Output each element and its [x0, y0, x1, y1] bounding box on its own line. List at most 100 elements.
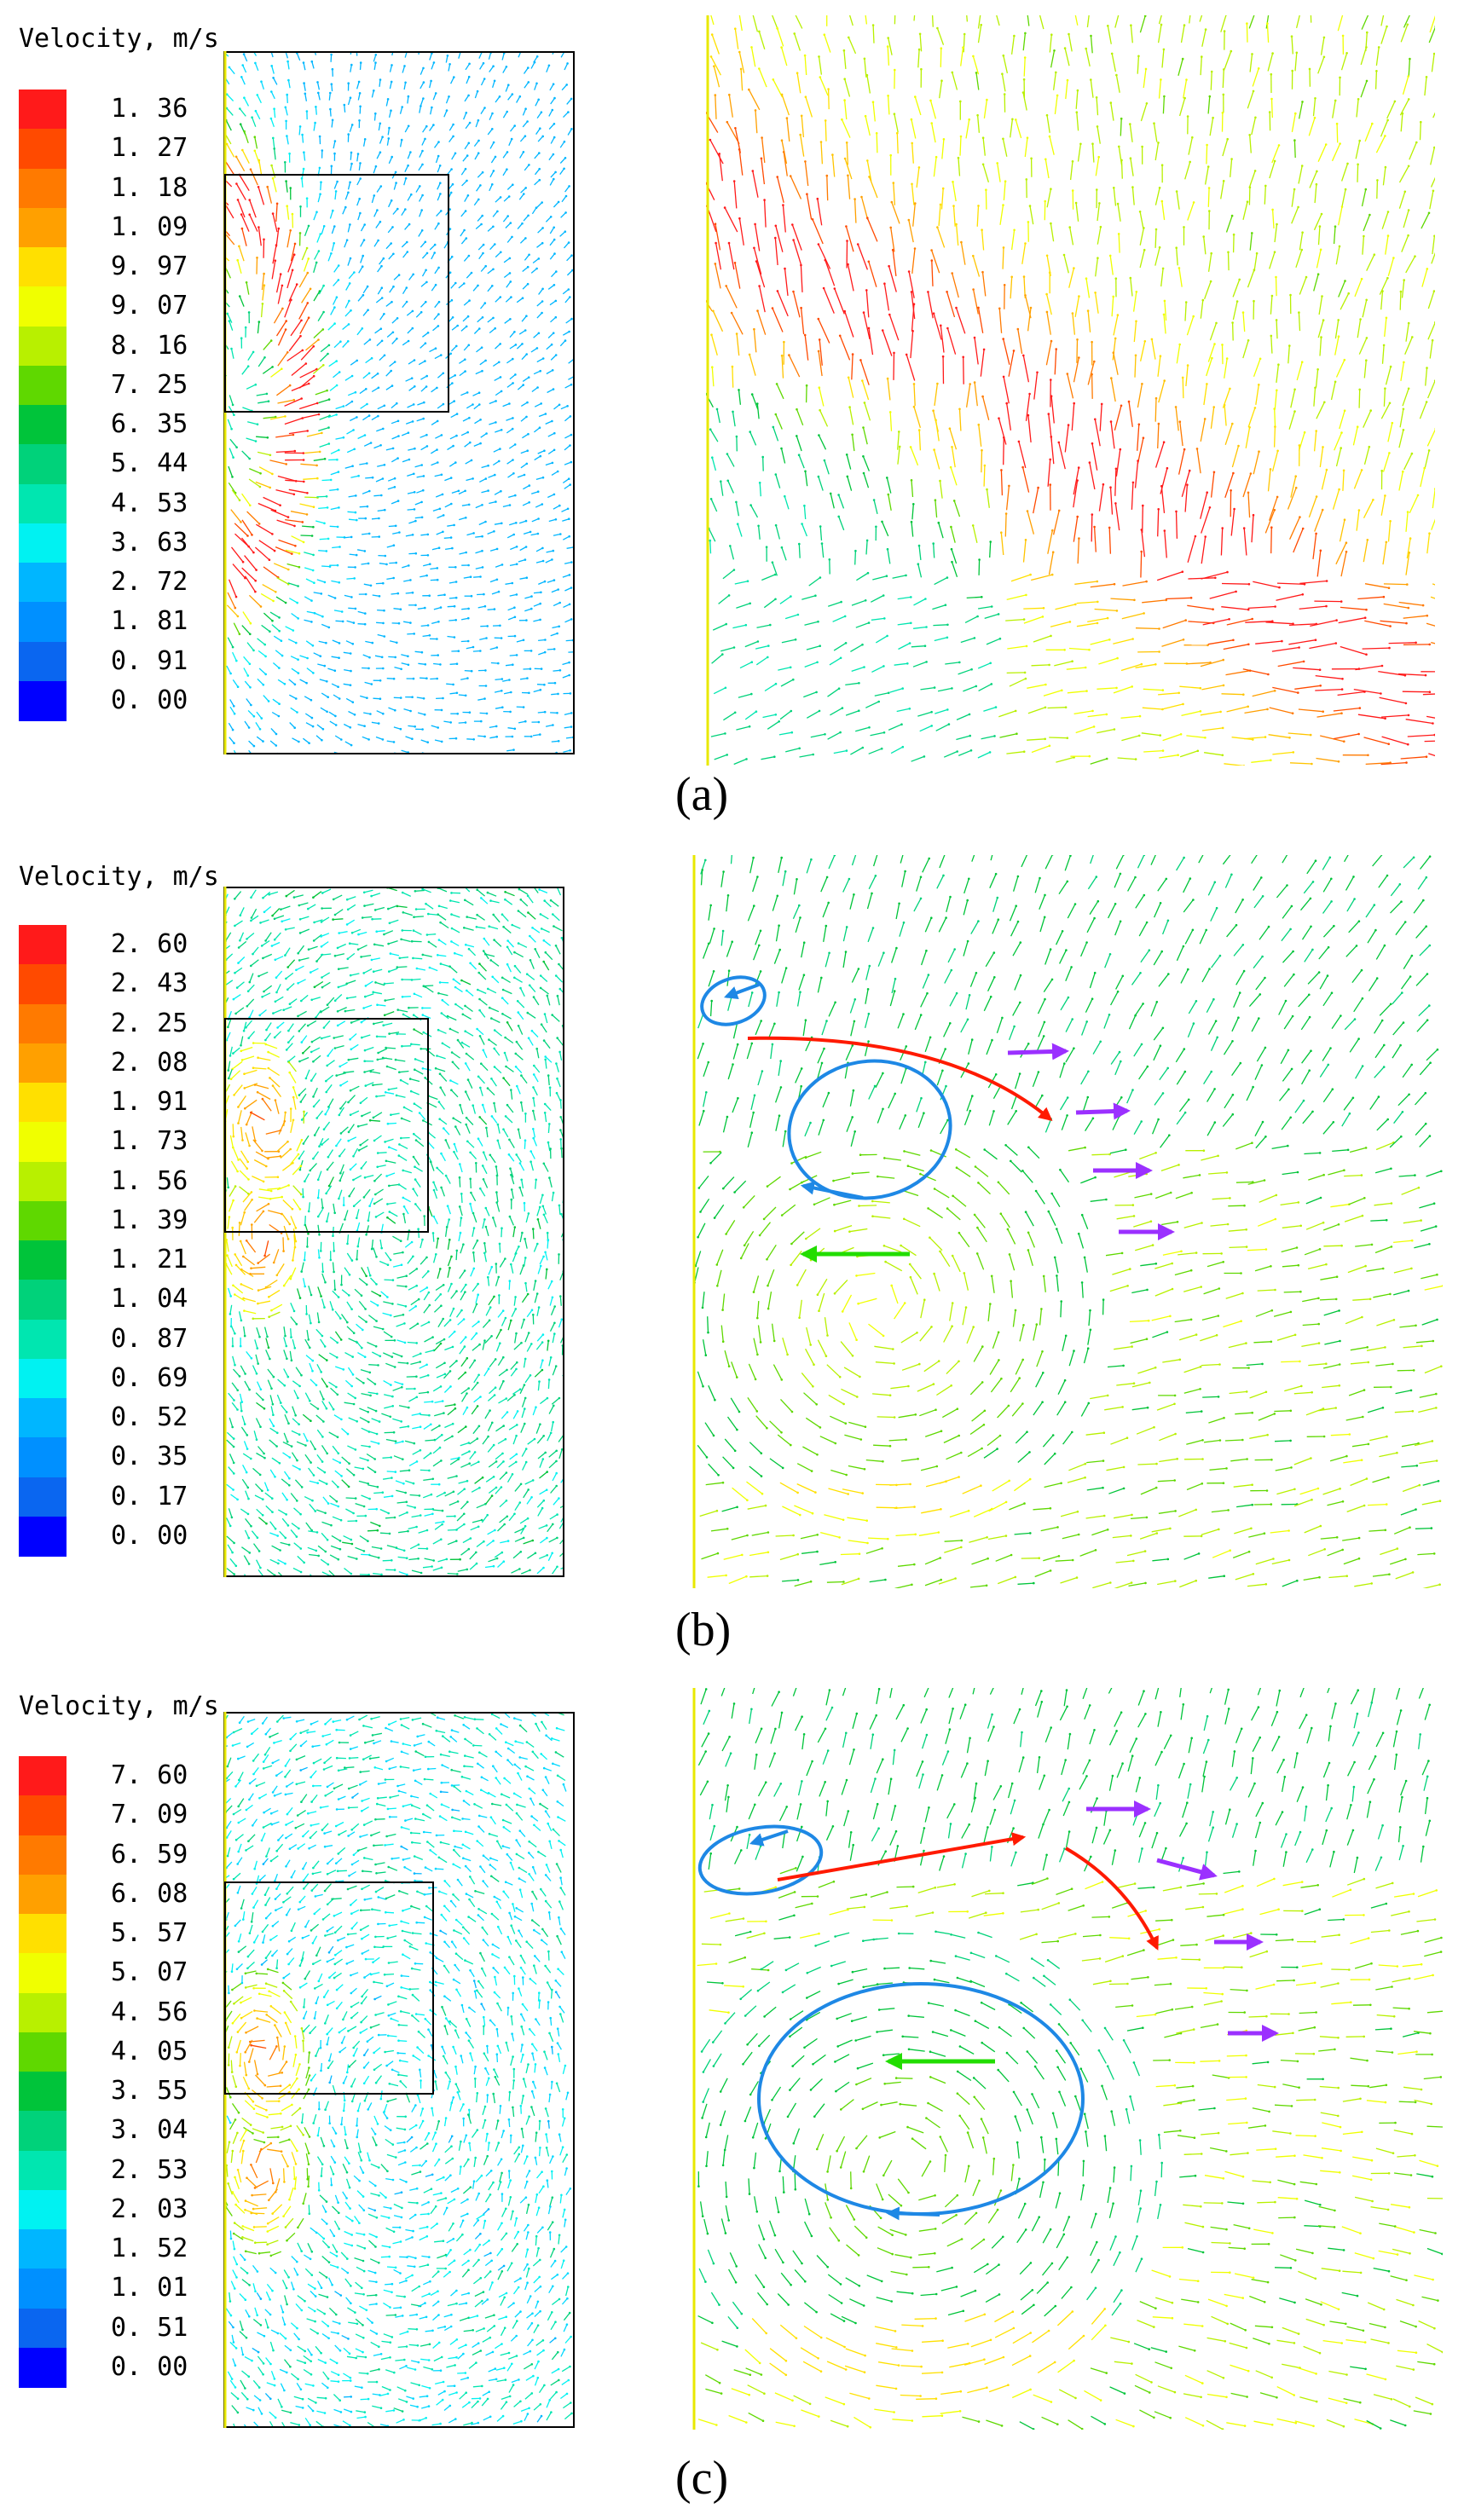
- vector-head: [1433, 146, 1435, 149]
- vector-head: [515, 522, 518, 524]
- vector-head: [437, 546, 441, 549]
- vector-head: [231, 645, 234, 649]
- velocity-vector: [335, 436, 344, 440]
- velocity-vector: [792, 240, 802, 267]
- velocity-vector: [475, 504, 483, 509]
- vector-head: [339, 340, 342, 344]
- vector-head: [1414, 255, 1416, 258]
- colorbar-swatch: [19, 563, 67, 604]
- vector-head: [1133, 598, 1136, 602]
- vector-head: [1183, 448, 1186, 451]
- velocity-vector: [1113, 352, 1119, 375]
- velocity-vector: [1385, 235, 1389, 255]
- vector-head: [428, 634, 431, 637]
- velocity-vector: [804, 55, 807, 76]
- vector-head: [1311, 762, 1313, 766]
- vector-head: [286, 60, 289, 63]
- vector-head: [370, 356, 373, 360]
- vector-head: [1158, 650, 1160, 653]
- velocity-vector: [493, 914, 501, 923]
- vector-head: [327, 352, 329, 355]
- velocity-vector: [935, 724, 950, 731]
- vector-head: [723, 206, 726, 209]
- vector-head: [845, 749, 848, 752]
- velocity-vector: [507, 616, 516, 621]
- vector-head: [423, 713, 426, 716]
- velocity-vector: [255, 110, 261, 120]
- velocity-vector: [258, 466, 273, 475]
- velocity-vector: [403, 178, 407, 186]
- velocity-vector: [229, 321, 234, 331]
- velocity-vector: [806, 645, 820, 650]
- velocity-vector: [1405, 552, 1410, 575]
- vector-head: [1049, 458, 1051, 461]
- velocity-vector: [346, 620, 355, 624]
- vector-head: [383, 933, 385, 936]
- velocity-vector: [448, 136, 454, 142]
- vector-head: [396, 402, 398, 405]
- velocity-vector: [1163, 703, 1183, 710]
- velocity-vector: [227, 592, 236, 609]
- vector-head: [337, 279, 340, 281]
- vector-head: [258, 226, 260, 228]
- vector-head: [1297, 691, 1299, 694]
- vector-head: [338, 371, 341, 373]
- velocity-vector: [1426, 533, 1431, 554]
- velocity-vector: [274, 915, 285, 920]
- velocity-vector: [551, 271, 557, 278]
- vector-head: [933, 448, 935, 451]
- vector-head: [824, 258, 827, 262]
- velocity-vector: [549, 239, 555, 246]
- vector-head: [513, 616, 517, 619]
- vector-head: [767, 656, 769, 659]
- velocity-vector: [981, 229, 985, 251]
- vector-head: [1090, 34, 1092, 38]
- velocity-vector: [316, 579, 326, 583]
- velocity-vector: [275, 956, 284, 961]
- velocity-vector: [1204, 752, 1223, 756]
- vector-head: [888, 313, 891, 316]
- vector-head: [776, 26, 778, 30]
- velocity-vector: [242, 65, 247, 73]
- vector-head: [383, 609, 385, 612]
- velocity-vector: [278, 539, 296, 546]
- vector-head: [521, 297, 524, 300]
- vector-head: [527, 81, 530, 84]
- velocity-vector: [226, 107, 234, 116]
- velocity-vector: [331, 119, 333, 128]
- vector-head: [424, 342, 427, 345]
- velocity-vector: [710, 334, 718, 355]
- velocity-vector: [345, 697, 354, 703]
- vector-head: [1252, 90, 1255, 93]
- vector-head: [935, 155, 938, 159]
- velocity-vector: [475, 535, 483, 538]
- velocity-vector: [1154, 188, 1160, 205]
- velocity-vector: [463, 255, 470, 262]
- vector-head: [975, 72, 978, 74]
- velocity-vector: [360, 240, 365, 247]
- velocity-vector: [301, 178, 304, 188]
- velocity-vector: [263, 695, 269, 702]
- vector-head: [396, 338, 398, 340]
- velocity-vector: [1098, 657, 1118, 665]
- velocity-vector: [551, 693, 558, 696]
- vector-head: [320, 921, 323, 923]
- velocity-vector: [1181, 470, 1190, 497]
- vector-head: [1005, 402, 1008, 405]
- velocity-vector: [420, 386, 427, 392]
- velocity-vector: [748, 89, 761, 111]
- velocity-vector: [1091, 374, 1093, 399]
- velocity-vector: [764, 683, 777, 692]
- velocity-vector: [755, 656, 768, 666]
- vector-head: [381, 136, 384, 138]
- vector-head: [442, 696, 444, 700]
- vector-head: [789, 175, 792, 177]
- velocity-vector: [935, 708, 948, 714]
- velocity-vector: [244, 575, 256, 592]
- velocity-vector: [318, 426, 329, 432]
- velocity-vector: [1224, 763, 1244, 766]
- vector-head: [405, 300, 408, 303]
- velocity-vector: [824, 459, 830, 475]
- velocity-vector: [562, 478, 570, 484]
- vector-field: [223, 887, 564, 1577]
